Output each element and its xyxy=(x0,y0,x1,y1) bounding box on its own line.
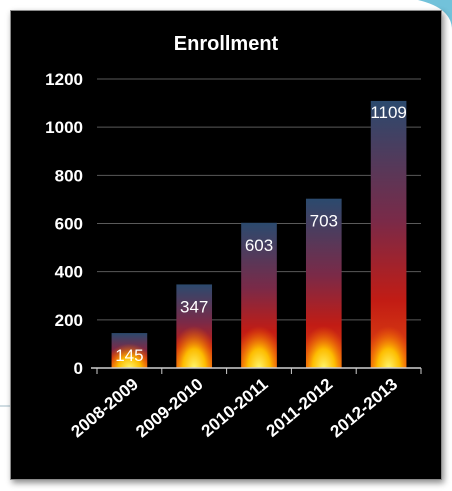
bar-glow xyxy=(305,308,342,368)
bar-glow xyxy=(241,308,277,368)
data-label: 145 xyxy=(115,346,143,365)
y-tick-label: 600 xyxy=(55,215,83,234)
data-label: 1109 xyxy=(370,103,407,122)
enrollment-chart: Enrollment 0 200 400 600 800 1000 1200 145 347 6… xyxy=(45,33,422,442)
x-tick-label: 2010-2011 xyxy=(198,375,272,441)
x-tick-label: 2011-2012 xyxy=(263,375,337,441)
y-tick-label: 400 xyxy=(55,263,83,282)
bar xyxy=(176,284,213,368)
bar xyxy=(305,198,342,368)
bar-glow xyxy=(176,308,213,368)
x-tick-label: 2009-2010 xyxy=(132,375,207,442)
y-tick-label: 800 xyxy=(55,166,83,185)
x-axis-tick-labels: 2008-20092009-20102010-20112011-20122012… xyxy=(67,375,401,442)
x-tick-label: 2008-2009 xyxy=(67,375,142,442)
data-label: 603 xyxy=(245,236,273,255)
x-tick-label: 2012-2013 xyxy=(327,375,402,442)
bar xyxy=(111,333,148,368)
y-tick-label: 200 xyxy=(55,311,83,330)
bar-glow xyxy=(111,333,148,368)
bar xyxy=(241,222,277,368)
data-label: 703 xyxy=(310,212,338,231)
y-axis-tick-labels: 0 200 400 600 800 1000 1200 xyxy=(45,70,83,378)
gridlines xyxy=(97,78,421,321)
chart-panel: Enrollment 0 200 400 600 800 1000 1200 145 347 6… xyxy=(10,10,442,480)
data-label: 347 xyxy=(180,297,208,316)
y-tick-label: 0 xyxy=(74,359,83,378)
bar xyxy=(370,100,407,368)
y-tick-label: 1000 xyxy=(45,118,83,137)
y-tick-label: 1200 xyxy=(45,70,83,89)
data-labels: 145 347 603 703 1109 xyxy=(115,103,407,365)
bars xyxy=(111,100,407,368)
x-axis-tick-marks xyxy=(96,368,422,374)
chart-title: Enrollment xyxy=(174,33,279,55)
bar-glow xyxy=(370,308,407,368)
